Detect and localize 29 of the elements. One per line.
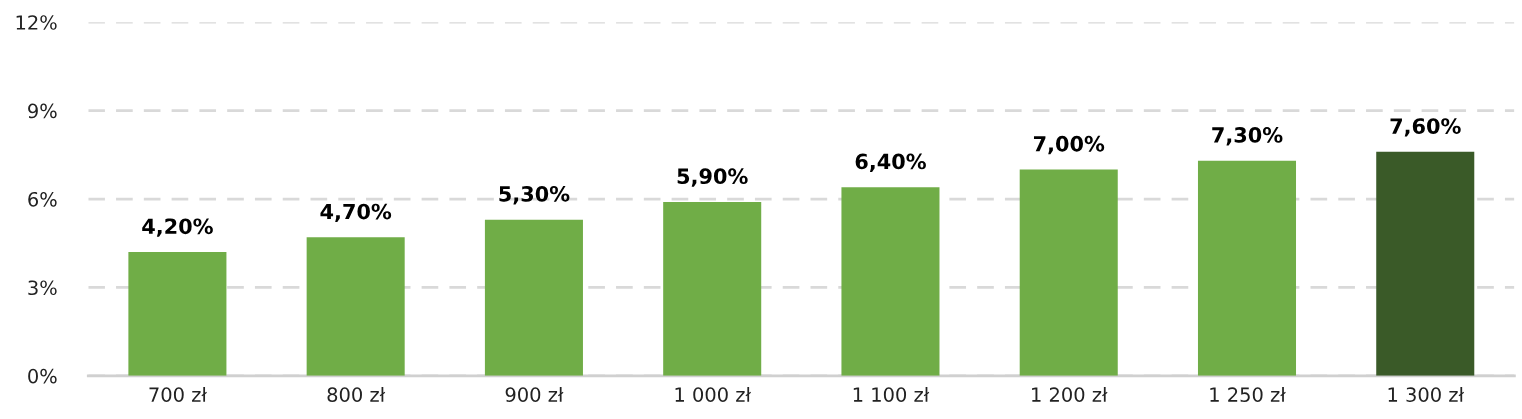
data-label: 4,20%: [142, 218, 213, 237]
bar: [841, 187, 940, 376]
y-tick-label: 3%: [28, 280, 57, 296]
y-tick-label: 12%: [16, 15, 57, 30]
bar: [484, 219, 583, 376]
data-label: 7,60%: [1390, 118, 1461, 137]
bar: [1376, 151, 1475, 376]
x-tick-label: 1 250 zł: [1210, 386, 1286, 403]
data-label: 4,70%: [320, 203, 392, 223]
x-tick-label: 1 200 zł: [1032, 386, 1108, 403]
bar: [1197, 160, 1297, 376]
data-label: 5,90%: [677, 168, 748, 187]
data-label: 5,30%: [499, 185, 570, 205]
x-tick-label: 1 100 zł: [853, 386, 930, 403]
y-tick-label: 0%: [28, 368, 57, 384]
x-tick-label: 1 300 zł: [1388, 386, 1465, 403]
bar: [1019, 169, 1118, 376]
y-tick-label: 9%: [28, 103, 57, 119]
bar: [128, 252, 227, 376]
bar: [306, 237, 405, 376]
data-label: 7,30%: [1212, 127, 1283, 146]
bar: [663, 201, 762, 376]
x-tick-label: 700 zł: [149, 386, 207, 403]
data-label: 7,00%: [1033, 135, 1105, 155]
x-tick-label: 800 zł: [327, 386, 386, 403]
x-tick-label: 900 zł: [505, 386, 564, 403]
data-label: 6,40%: [855, 153, 926, 172]
x-tick-label: 1 000 zł: [675, 386, 752, 403]
y-tick-label: 6%: [28, 191, 57, 207]
